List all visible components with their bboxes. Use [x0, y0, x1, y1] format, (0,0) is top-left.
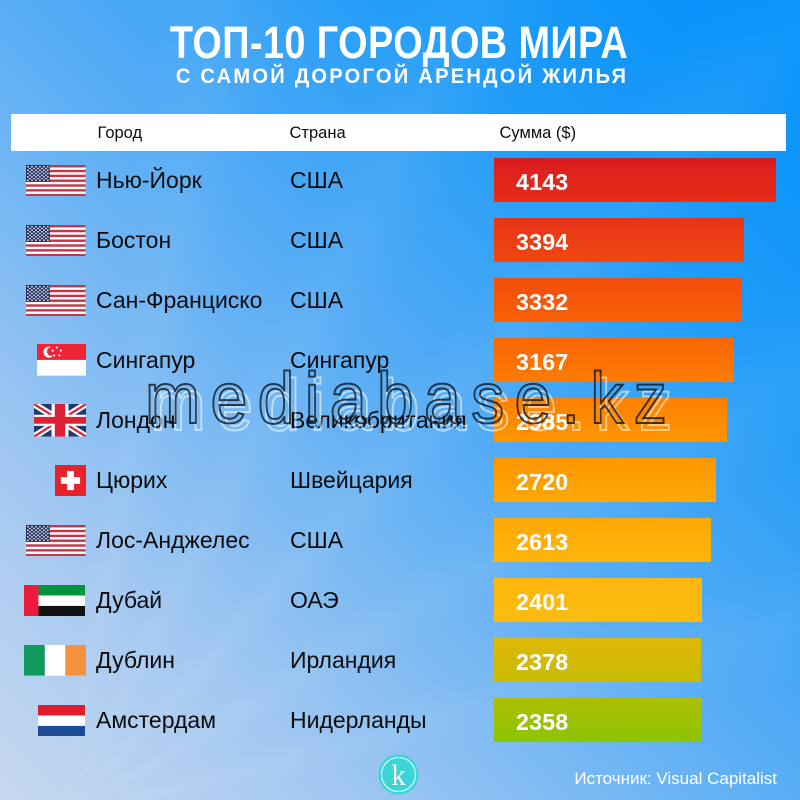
svg-text:mediabase.kz: mediabase.kz — [151, 364, 683, 445]
svg-text:k: k — [391, 759, 406, 792]
svg-text:mediabase.kz: mediabase.kz — [145, 357, 677, 438]
